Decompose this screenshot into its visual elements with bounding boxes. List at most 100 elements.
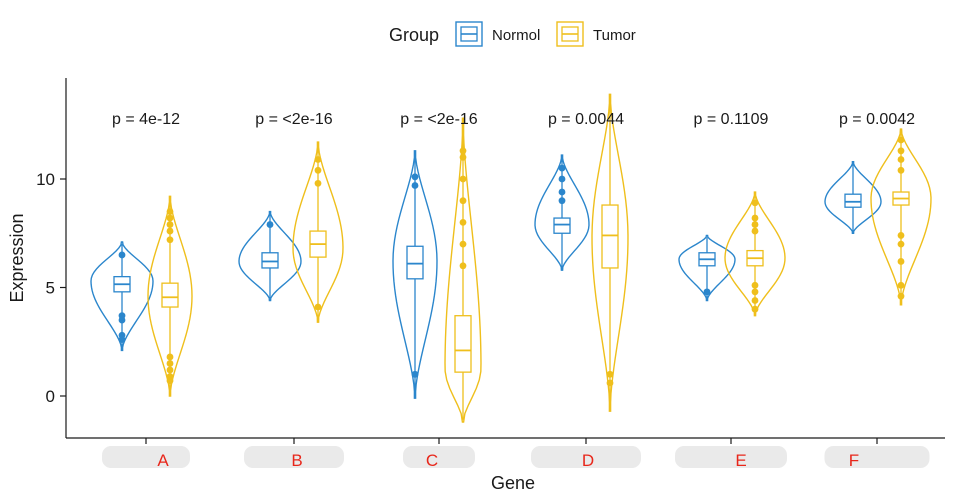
outlier-point	[166, 214, 174, 222]
obscured-tick-label	[102, 446, 190, 468]
series-tumor	[147, 93, 932, 423]
box	[406, 245, 424, 280]
gene-labels: A B C D E F	[102, 446, 930, 470]
outlier-point	[166, 353, 174, 361]
outlier-point	[897, 156, 905, 163]
outlier-point	[558, 175, 566, 183]
x-axis-title: Gene	[491, 473, 535, 493]
outlier-point	[459, 219, 467, 226]
violin-normol-F	[824, 160, 882, 234]
outlier-point	[606, 379, 614, 387]
violin-normol-A	[90, 241, 154, 352]
outlier-point	[751, 227, 759, 235]
violin-tumor-D	[591, 93, 629, 412]
p-value-C: p = <2e-16	[400, 111, 478, 128]
outlier-point	[459, 175, 467, 183]
outlier-point	[703, 288, 711, 296]
legend-key-normol	[455, 21, 483, 47]
outlier-point	[897, 136, 905, 144]
p-value-B: p = <2e-16	[255, 111, 333, 128]
violin-normol-C	[392, 150, 438, 399]
outlier-point	[897, 292, 905, 300]
box	[261, 252, 279, 269]
outlier-point	[751, 288, 759, 296]
violin-normol-D	[534, 154, 590, 271]
box	[844, 193, 862, 208]
outlier-point	[751, 305, 759, 313]
violin-outline	[444, 117, 482, 423]
outlier-point	[558, 197, 566, 205]
outlier-point	[558, 188, 566, 196]
obscured-tick-label	[403, 446, 475, 468]
y-axis-title: Expression	[7, 213, 27, 302]
outlier-point	[166, 373, 174, 380]
gene-label-C: C	[426, 451, 438, 470]
violin-outline	[678, 234, 736, 302]
outlier-point	[166, 366, 174, 374]
outlier-point	[314, 303, 322, 311]
outlier-point	[118, 331, 126, 339]
outlier-point	[897, 240, 905, 248]
outlier-point	[314, 166, 322, 174]
legend-key-frame	[455, 21, 483, 47]
outlier-point	[897, 147, 905, 155]
violin-outline	[824, 160, 882, 234]
legend-label-tumor: Tumor	[593, 27, 636, 44]
gene-label-D: D	[582, 451, 594, 470]
outlier-point	[166, 236, 174, 244]
obscured-tick-label	[824, 446, 930, 468]
legend-label-normol: Normol	[492, 27, 540, 44]
obscured-tick-label	[531, 446, 641, 468]
y-tick-label-0: 0	[46, 387, 55, 406]
p-value-D: p = 0.0044	[548, 111, 624, 128]
outlier-point	[897, 166, 905, 174]
violin-outline	[392, 150, 438, 399]
y-ticks: 0 5 10	[36, 170, 66, 406]
box	[553, 217, 571, 234]
box	[601, 204, 619, 269]
gene-label-E: E	[735, 451, 746, 470]
violin-outline	[724, 191, 786, 317]
outlier-point	[459, 197, 467, 205]
outlier-point	[751, 297, 759, 304]
violin-outline	[147, 195, 193, 397]
outlier-point	[558, 164, 566, 172]
outlier-point	[751, 199, 759, 207]
legend-key-tumor	[556, 21, 584, 47]
outlier-point	[897, 281, 905, 289]
violin-outline	[238, 210, 302, 302]
legend-title: Group	[389, 25, 439, 45]
violin-outline	[292, 141, 344, 323]
legend-item-tumor: Tumor	[556, 21, 636, 47]
series-normol	[90, 150, 882, 399]
violin-tumor-F	[870, 128, 932, 306]
outlier-point	[166, 360, 174, 367]
gene-label-A: A	[157, 451, 169, 470]
outlier-point	[459, 153, 467, 161]
gene-label-F: F	[849, 451, 859, 470]
outlier-point	[314, 179, 322, 187]
outlier-point	[459, 147, 467, 155]
violin-tumor-B	[292, 141, 344, 323]
outlier-point	[166, 208, 174, 215]
obscured-tick-label	[244, 446, 344, 468]
outlier-point	[166, 221, 174, 228]
x-ticks	[145, 438, 878, 444]
violin-outline	[591, 93, 629, 412]
box	[161, 282, 179, 308]
legend-item-normol: Normol	[455, 21, 540, 47]
violin-outline	[90, 241, 154, 352]
outlier-point	[266, 221, 274, 228]
gene-label-B: B	[291, 451, 302, 470]
p-value-F: p = 0.0042	[839, 111, 915, 128]
violin-tumor-A	[147, 195, 193, 397]
outlier-point	[459, 262, 467, 270]
violin-tumor-C	[444, 117, 482, 423]
outlier-point	[411, 370, 419, 378]
p-value-A: p = 4e-12	[112, 111, 180, 128]
violin-outline	[534, 154, 590, 271]
outlier-point	[751, 214, 759, 222]
outlier-point	[166, 227, 174, 235]
box	[454, 315, 472, 373]
